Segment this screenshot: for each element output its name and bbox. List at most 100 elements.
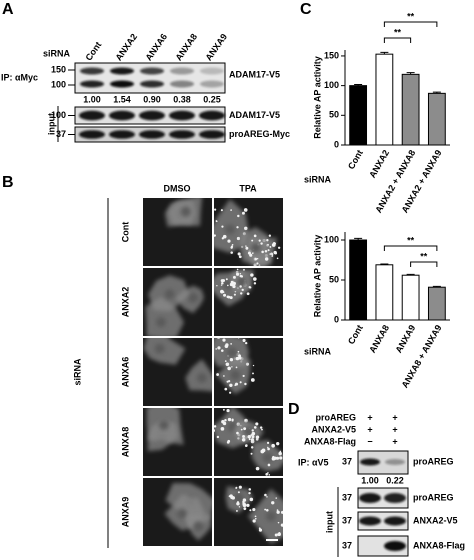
marker-label: 150 [51,64,66,74]
vesicle [215,220,218,222]
micrograph [214,338,283,406]
significance-label: ** [420,251,428,261]
blot-band [139,130,165,139]
vesicle [216,435,220,439]
vesicle [250,273,254,277]
blot-label: ADAM17-V5 [229,69,280,79]
vesicle [233,293,236,296]
vesicle [277,246,281,249]
input-label: input [324,511,334,533]
nucleus [227,347,238,358]
blot-label: ANXA2-V5 [413,515,458,525]
condition-sign: + [392,436,397,446]
significance-label: ** [394,27,402,37]
row-label: Cont [120,222,130,243]
nucleus [233,492,244,503]
vesicle [280,523,283,527]
vesicle [258,528,263,532]
blot-band [200,67,224,75]
vesicle [221,349,224,352]
micrograph [214,198,283,266]
marker-label: 100 [51,79,66,89]
vesicle [220,284,223,286]
x-tick-label: ANXA9 [393,323,417,354]
nucleus [154,343,165,354]
vesicle [269,246,272,248]
significance-bracket [410,261,438,267]
vesicle [241,288,244,292]
sirna-label: siRNA [43,48,71,58]
blot-band [385,459,405,465]
y-axis-label: Relative AP activity [312,56,322,139]
vesicle [237,350,240,353]
vesicle [243,268,245,271]
nucleus [225,224,236,235]
vesicle [251,435,255,439]
vesicle [255,466,260,471]
vesicle [244,419,247,422]
vesicle [271,243,276,247]
quant-label: 1.54 [113,94,131,104]
vesicle [248,438,251,441]
vesicle [266,496,268,498]
bar [401,274,420,321]
vesicle [271,443,275,448]
nucleus [230,370,241,381]
blot-band [80,80,104,88]
vesicle [243,507,247,511]
vesicle [221,225,224,228]
vesicle [215,348,217,350]
vesicle [242,338,246,343]
vesicle [276,509,279,511]
blot-band [170,67,194,75]
vesicle [277,532,281,537]
vesicle [223,375,225,377]
bar [375,264,394,321]
vesicle [222,338,226,342]
vesicle [279,456,283,460]
blot-band [110,80,134,88]
cells [145,275,205,336]
condition-sign: + [367,412,372,422]
vesicle [242,503,247,508]
significance-bracket [383,37,412,43]
bar [349,239,368,321]
vesicle [271,255,274,258]
quant-label: 1.00 [361,475,379,485]
error-bar [354,83,363,86]
nucleus [250,242,261,253]
vesicle [241,437,246,442]
vesicle [220,426,225,431]
x-tick-label: Cont [346,323,365,346]
error-bar [432,91,441,94]
vesicle [236,268,239,271]
vesicle [248,488,252,491]
vesicle [286,512,289,515]
blot-band [199,110,225,121]
blot-label: proAREG [413,492,454,502]
vesicle [264,493,267,497]
vesicle [224,387,228,391]
vesicle [253,277,257,281]
blot-band [79,110,105,121]
micrograph [143,198,212,266]
blot-band [110,67,134,75]
vesicle [244,444,248,447]
vesicle [249,253,253,257]
lane-label: ANXA6 [143,32,169,63]
condition-sign: − [367,436,372,446]
blot-band [170,80,194,88]
vesicle [244,382,247,386]
blot-band [200,80,224,88]
quant-label: 0.38 [173,94,191,104]
vesicle [239,285,242,288]
vesicle [245,245,247,247]
vesicle [239,381,242,384]
blot-band [384,541,406,551]
vesicle [256,262,259,265]
vesicle [253,282,257,285]
ip-label: IP: αV5 [298,457,329,467]
vesicle [229,391,232,394]
vesicle [254,515,257,518]
